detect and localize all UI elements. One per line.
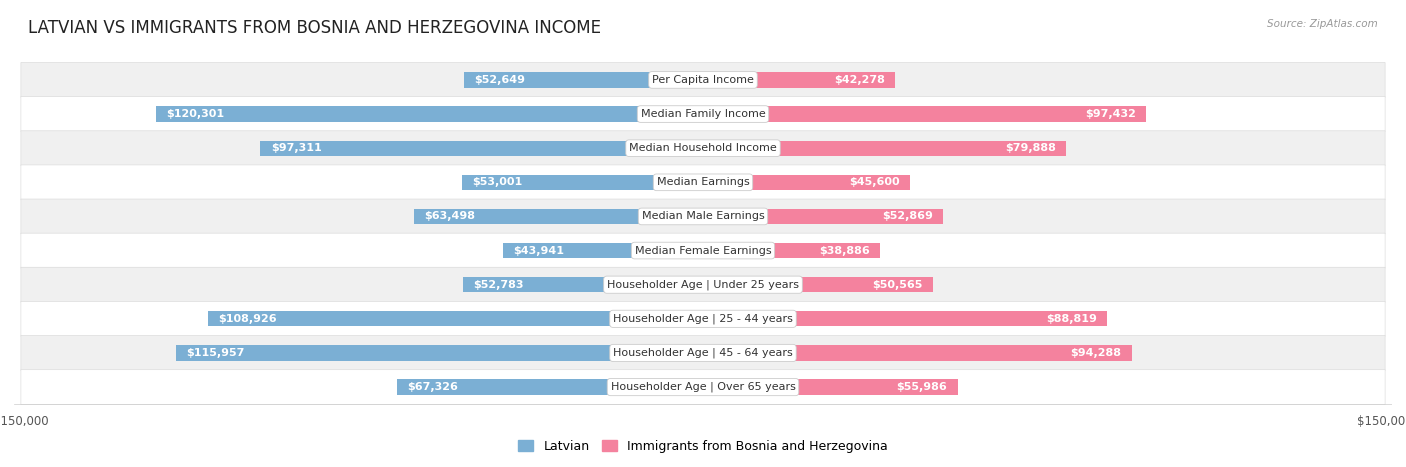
FancyBboxPatch shape — [21, 335, 1385, 370]
Text: $50,565: $50,565 — [872, 280, 922, 290]
Bar — [703, 72, 896, 88]
Legend: Latvian, Immigrants from Bosnia and Herzegovina: Latvian, Immigrants from Bosnia and Herz… — [513, 435, 893, 458]
Text: $55,986: $55,986 — [897, 382, 948, 392]
Bar — [703, 175, 910, 190]
Text: $38,886: $38,886 — [818, 246, 869, 255]
FancyBboxPatch shape — [21, 370, 1385, 404]
Text: $45,600: $45,600 — [849, 177, 900, 187]
Bar — [703, 277, 934, 292]
Text: $63,498: $63,498 — [425, 212, 475, 221]
Text: Median Household Income: Median Household Income — [628, 143, 778, 153]
Text: Source: ZipAtlas.com: Source: ZipAtlas.com — [1267, 19, 1378, 28]
Bar — [703, 243, 880, 258]
Text: Median Female Earnings: Median Female Earnings — [634, 246, 772, 255]
Text: $67,326: $67,326 — [408, 382, 458, 392]
FancyBboxPatch shape — [21, 301, 1385, 336]
FancyBboxPatch shape — [21, 267, 1385, 302]
Bar — [703, 106, 1146, 122]
Bar — [396, 379, 703, 395]
Text: $88,819: $88,819 — [1046, 314, 1097, 324]
Text: $108,926: $108,926 — [218, 314, 277, 324]
Text: $52,649: $52,649 — [474, 75, 524, 85]
FancyBboxPatch shape — [21, 63, 1385, 97]
Bar — [703, 379, 957, 395]
Bar — [703, 311, 1107, 326]
Text: $43,941: $43,941 — [513, 246, 564, 255]
Bar — [208, 311, 703, 326]
Text: $42,278: $42,278 — [834, 75, 884, 85]
FancyBboxPatch shape — [21, 97, 1385, 131]
Text: $94,288: $94,288 — [1070, 348, 1122, 358]
Bar — [156, 106, 703, 122]
Text: $97,432: $97,432 — [1085, 109, 1136, 119]
Text: Householder Age | 25 - 44 years: Householder Age | 25 - 44 years — [613, 313, 793, 324]
Text: $120,301: $120,301 — [166, 109, 225, 119]
Text: LATVIAN VS IMMIGRANTS FROM BOSNIA AND HERZEGOVINA INCOME: LATVIAN VS IMMIGRANTS FROM BOSNIA AND HE… — [28, 19, 602, 37]
Text: Householder Age | Over 65 years: Householder Age | Over 65 years — [610, 382, 796, 392]
FancyBboxPatch shape — [21, 233, 1385, 268]
Text: Median Male Earnings: Median Male Earnings — [641, 212, 765, 221]
Text: $79,888: $79,888 — [1005, 143, 1056, 153]
Bar — [260, 141, 703, 156]
FancyBboxPatch shape — [21, 131, 1385, 166]
Bar — [703, 141, 1066, 156]
Bar — [176, 345, 703, 361]
Bar — [415, 209, 703, 224]
Text: $52,869: $52,869 — [883, 212, 934, 221]
Text: $97,311: $97,311 — [271, 143, 322, 153]
Bar — [464, 72, 703, 88]
Text: $53,001: $53,001 — [472, 177, 523, 187]
Bar — [503, 243, 703, 258]
Text: Median Family Income: Median Family Income — [641, 109, 765, 119]
Text: $115,957: $115,957 — [186, 348, 245, 358]
FancyBboxPatch shape — [21, 165, 1385, 200]
Bar — [463, 277, 703, 292]
FancyBboxPatch shape — [21, 199, 1385, 234]
Bar — [703, 209, 943, 224]
Text: Householder Age | 45 - 64 years: Householder Age | 45 - 64 years — [613, 348, 793, 358]
Text: $52,783: $52,783 — [474, 280, 523, 290]
Bar — [463, 175, 703, 190]
Text: Per Capita Income: Per Capita Income — [652, 75, 754, 85]
Text: Householder Age | Under 25 years: Householder Age | Under 25 years — [607, 279, 799, 290]
Bar — [703, 345, 1132, 361]
Text: Median Earnings: Median Earnings — [657, 177, 749, 187]
